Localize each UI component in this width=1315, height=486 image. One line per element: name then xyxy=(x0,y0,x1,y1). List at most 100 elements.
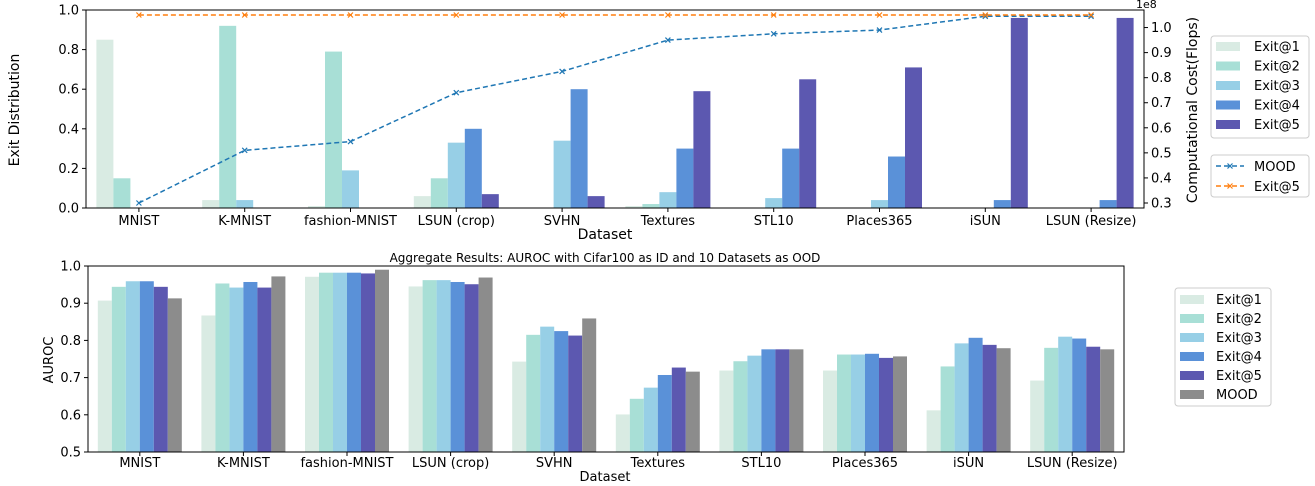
bar-exit-2-fashion-mnist xyxy=(325,51,342,208)
y-tick-label: 0.6 xyxy=(60,408,81,423)
bar-exit-4-lsun-resize xyxy=(1072,338,1087,452)
x-tick-label-fashion-mnist: fashion-MNIST xyxy=(304,214,397,229)
legend-swatch-exit-5 xyxy=(1216,120,1240,129)
y-tick-label: 0.0 xyxy=(58,202,79,217)
bar-mood-lsun-crop xyxy=(478,277,493,452)
marker-mood-0-lsun-crop xyxy=(453,89,460,96)
x-tick-label-svhn: SVHN xyxy=(536,456,573,471)
bar-exit-5-places365 xyxy=(905,67,922,208)
marker-mood-0-stl10 xyxy=(770,30,777,37)
bar-exit-5-svhn xyxy=(587,196,605,208)
bar-exit-1-isun xyxy=(926,410,941,452)
bar-mood-textures xyxy=(685,371,700,452)
bar-exit-1-lsun-crop xyxy=(408,286,423,452)
legend-swatch-exit-2 xyxy=(1180,314,1204,323)
legend-label-exit-5: Exit@5 xyxy=(1254,118,1300,133)
bar-exit-2-fashion-mnist xyxy=(319,272,333,452)
bar-exit-5-textures xyxy=(693,91,711,208)
bar-exit-4-mnist xyxy=(139,281,154,452)
marker-exit-5-1-stl10 xyxy=(770,12,777,18)
exit-distribution-chart: 1e8 Dataset Exit Distribution Computatio… xyxy=(7,0,1310,243)
bar-exit-2-textures xyxy=(642,204,660,208)
bar-exit-3-svhn xyxy=(553,140,571,208)
y2-tick-label: 0.7 xyxy=(1151,96,1172,111)
bar-exit-3-lsun-resize xyxy=(1058,336,1073,452)
bar-mood-isun xyxy=(996,348,1011,452)
legend-label-exit-1: Exit@1 xyxy=(1254,40,1300,55)
bar-exit-1-lsun-crop xyxy=(413,196,431,208)
bar-mood-places365 xyxy=(893,356,907,452)
bar-mood-lsun-resize xyxy=(1100,349,1115,452)
bar-exit-1-fashion-mnist xyxy=(308,206,325,208)
bar-exit-4-isun xyxy=(968,337,983,452)
legend-label-exit-3: Exit@3 xyxy=(1216,331,1262,346)
x-axis-label: Dataset xyxy=(580,470,631,485)
legend-swatch-exit-4 xyxy=(1180,352,1204,361)
legend-swatch-exit-1 xyxy=(1180,295,1204,304)
y2-tick-label: 0.3 xyxy=(1151,196,1172,211)
x-tick-label-mnist: MNIST xyxy=(118,214,159,229)
legend-marker-exit-5-1 xyxy=(1227,183,1233,189)
y-axis-label: Exit Distribution xyxy=(7,54,23,167)
legend-label-exit-2: Exit@2 xyxy=(1216,312,1262,327)
bar-exit-2-places365 xyxy=(837,354,851,452)
x-tick-label-isun: iSUN xyxy=(970,214,1001,229)
bar-exit-5-places365 xyxy=(879,357,893,452)
marker-exit-5-1-lsun-crop xyxy=(453,12,460,18)
bar-exit-2-isun xyxy=(940,366,955,452)
bar-exit-3-places365 xyxy=(851,354,865,452)
x-tick-label-fashion-mnist: fashion-MNIST xyxy=(300,456,393,471)
y2-tick-label: 0.9 xyxy=(1151,46,1172,61)
y2-tick-label: 0.5 xyxy=(1151,146,1172,161)
x-tick-label-stl10: STL10 xyxy=(754,214,794,229)
bar-mood-svhn xyxy=(582,318,597,452)
chart-title: Aggregate Results: AUROC with Cifar100 a… xyxy=(390,251,821,265)
bar-exit-5-stl10 xyxy=(775,349,790,452)
plot-frame xyxy=(87,265,1125,453)
marker-exit-5-1-svhn xyxy=(559,12,566,18)
y-tick-label: 0.2 xyxy=(58,162,79,177)
bar-exit-1-k-mnist xyxy=(201,315,216,452)
bar-exit-3-fashion-mnist xyxy=(342,170,359,208)
legend-line-label-mood-0: MOOD xyxy=(1254,160,1296,175)
legend-swatch-exit-2 xyxy=(1216,61,1240,71)
bar-exit-4-stl10 xyxy=(761,349,776,452)
bar-exit-3-lsun-crop xyxy=(436,280,451,452)
legend-label-exit-3: Exit@3 xyxy=(1254,79,1300,94)
x-tick-label-lsun-crop: LSUN (crop) xyxy=(412,456,489,471)
y-tick-label: 0.9 xyxy=(60,297,81,312)
bar-exit-4-fashion-mnist xyxy=(347,272,361,452)
bar-exit-2-mnist xyxy=(111,286,126,452)
bar-mood-fashion-mnist xyxy=(375,269,389,452)
x-tick-label-stl10: STL10 xyxy=(741,456,781,471)
x-tick-label-mnist: MNIST xyxy=(119,456,160,471)
bar-exit-5-textures xyxy=(671,367,686,452)
bar-exit-4-k-mnist xyxy=(243,281,258,452)
x-tick-label-textures: Textures xyxy=(630,456,686,471)
marker-mood-0-lsun-resize xyxy=(1088,13,1095,20)
bar-exit-5-isun xyxy=(1010,17,1028,209)
legend-line-label-exit-5-1: Exit@5 xyxy=(1254,180,1300,195)
bar-exit-2-svhn xyxy=(526,334,541,452)
bar-mood-k-mnist xyxy=(271,276,286,452)
bar-exit-2-lsun-crop xyxy=(430,178,448,208)
bar-exit-1-mnist xyxy=(97,300,112,452)
x-tick-label-lsun-resize: LSUN (Resize) xyxy=(1046,214,1137,229)
x-tick-label-places365: Places365 xyxy=(846,214,912,229)
bar-exit-3-mnist xyxy=(125,281,140,452)
bar-exit-4-stl10 xyxy=(782,148,800,208)
auroc-chart: Aggregate Results: AUROC with Cifar100 a… xyxy=(42,251,1272,485)
bar-exit-5-stl10 xyxy=(799,79,817,208)
bar-exit-1-mnist xyxy=(96,39,114,209)
bar-exit-2-k-mnist xyxy=(215,283,230,452)
bar-exit-1-k-mnist xyxy=(202,200,220,208)
legend-label-mood: MOOD xyxy=(1216,388,1258,403)
bar-exit-2-lsun-resize xyxy=(1044,347,1059,452)
bar-exit-1-lsun-resize xyxy=(1030,380,1045,452)
bar-exit-2-stl10 xyxy=(733,361,748,452)
marker-mood-0-textures xyxy=(664,37,671,44)
plot-frame xyxy=(85,9,1145,209)
bar-exit-5-mnist xyxy=(153,286,168,452)
bar-exit-5-lsun-resize xyxy=(1116,17,1134,209)
x-tick-label-isun: iSUN xyxy=(953,456,984,471)
